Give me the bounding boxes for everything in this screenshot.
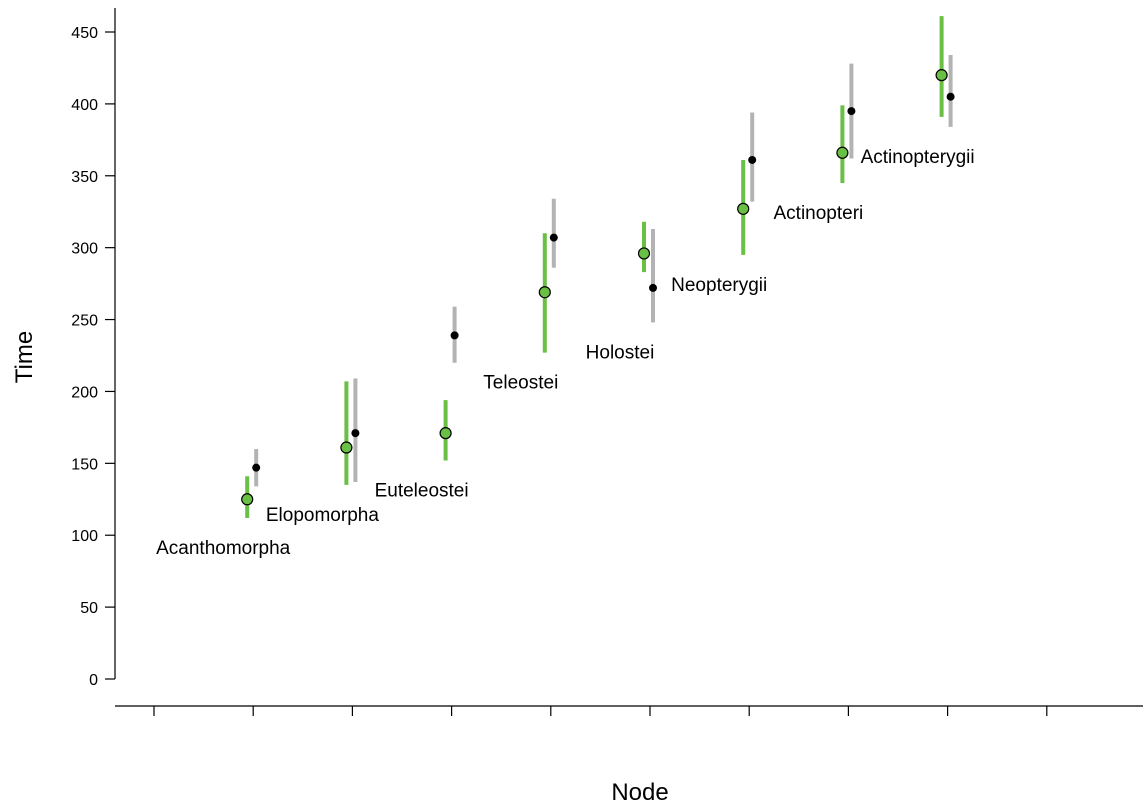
point-a — [340, 441, 353, 454]
node-group: Actinopteri — [774, 63, 864, 224]
point-a — [538, 286, 551, 299]
node-label: Neopterygii — [671, 275, 767, 296]
node-label: Holostei — [586, 342, 655, 363]
y-axis: 0 50 100 150 200 250 300 350 400 450 — [71, 8, 116, 689]
point-a — [935, 69, 948, 82]
y-tick-label: 0 — [89, 672, 98, 689]
x-axis-title: Node — [611, 779, 668, 806]
point-b — [748, 155, 757, 164]
node-label: Euteleostei — [375, 480, 469, 501]
point-b — [450, 331, 459, 340]
y-tick-label: 200 — [71, 384, 98, 401]
node-label: Actinopterygii — [861, 147, 975, 168]
node-group: Elopomorpha — [266, 378, 379, 526]
node-group: Actinopterygii — [861, 16, 975, 168]
node-group: Neopterygii — [671, 112, 767, 296]
node-label: Teleostei — [483, 373, 558, 394]
y-tick-label: 450 — [71, 25, 98, 42]
point-a — [241, 493, 254, 506]
y-tick-label: 400 — [71, 97, 98, 114]
y-tick-label: 250 — [71, 313, 98, 330]
node-label: Acanthomorpha — [156, 538, 291, 559]
point-a — [836, 146, 849, 159]
point-b — [847, 107, 856, 116]
y-tick-label: 150 — [71, 456, 98, 473]
point-a — [637, 247, 651, 260]
point-b — [946, 92, 955, 101]
point-b — [351, 429, 360, 438]
node-group: Teleostei — [483, 198, 558, 394]
point-b — [649, 283, 657, 292]
y-tick-label: 50 — [80, 600, 98, 617]
node-group: Acanthomorpha — [156, 448, 291, 559]
point-b — [252, 463, 261, 472]
node-group: Euteleostei — [375, 306, 469, 501]
point-b — [549, 233, 558, 242]
node-label: Elopomorpha — [266, 505, 379, 526]
point-a — [737, 202, 750, 215]
y-tick-label: 100 — [71, 528, 98, 545]
point-a — [439, 427, 452, 440]
node-label: Actinopteri — [774, 203, 864, 224]
y-axis-title: Time — [11, 331, 38, 383]
y-tick-label: 350 — [71, 169, 98, 186]
x-axis — [115, 705, 1143, 716]
node-group: Holostei — [586, 221, 657, 363]
y-tick-label: 300 — [71, 241, 98, 258]
plot-marks: Acanthomorpha Elopomorpha Euteleostei Teleo… — [156, 16, 975, 559]
